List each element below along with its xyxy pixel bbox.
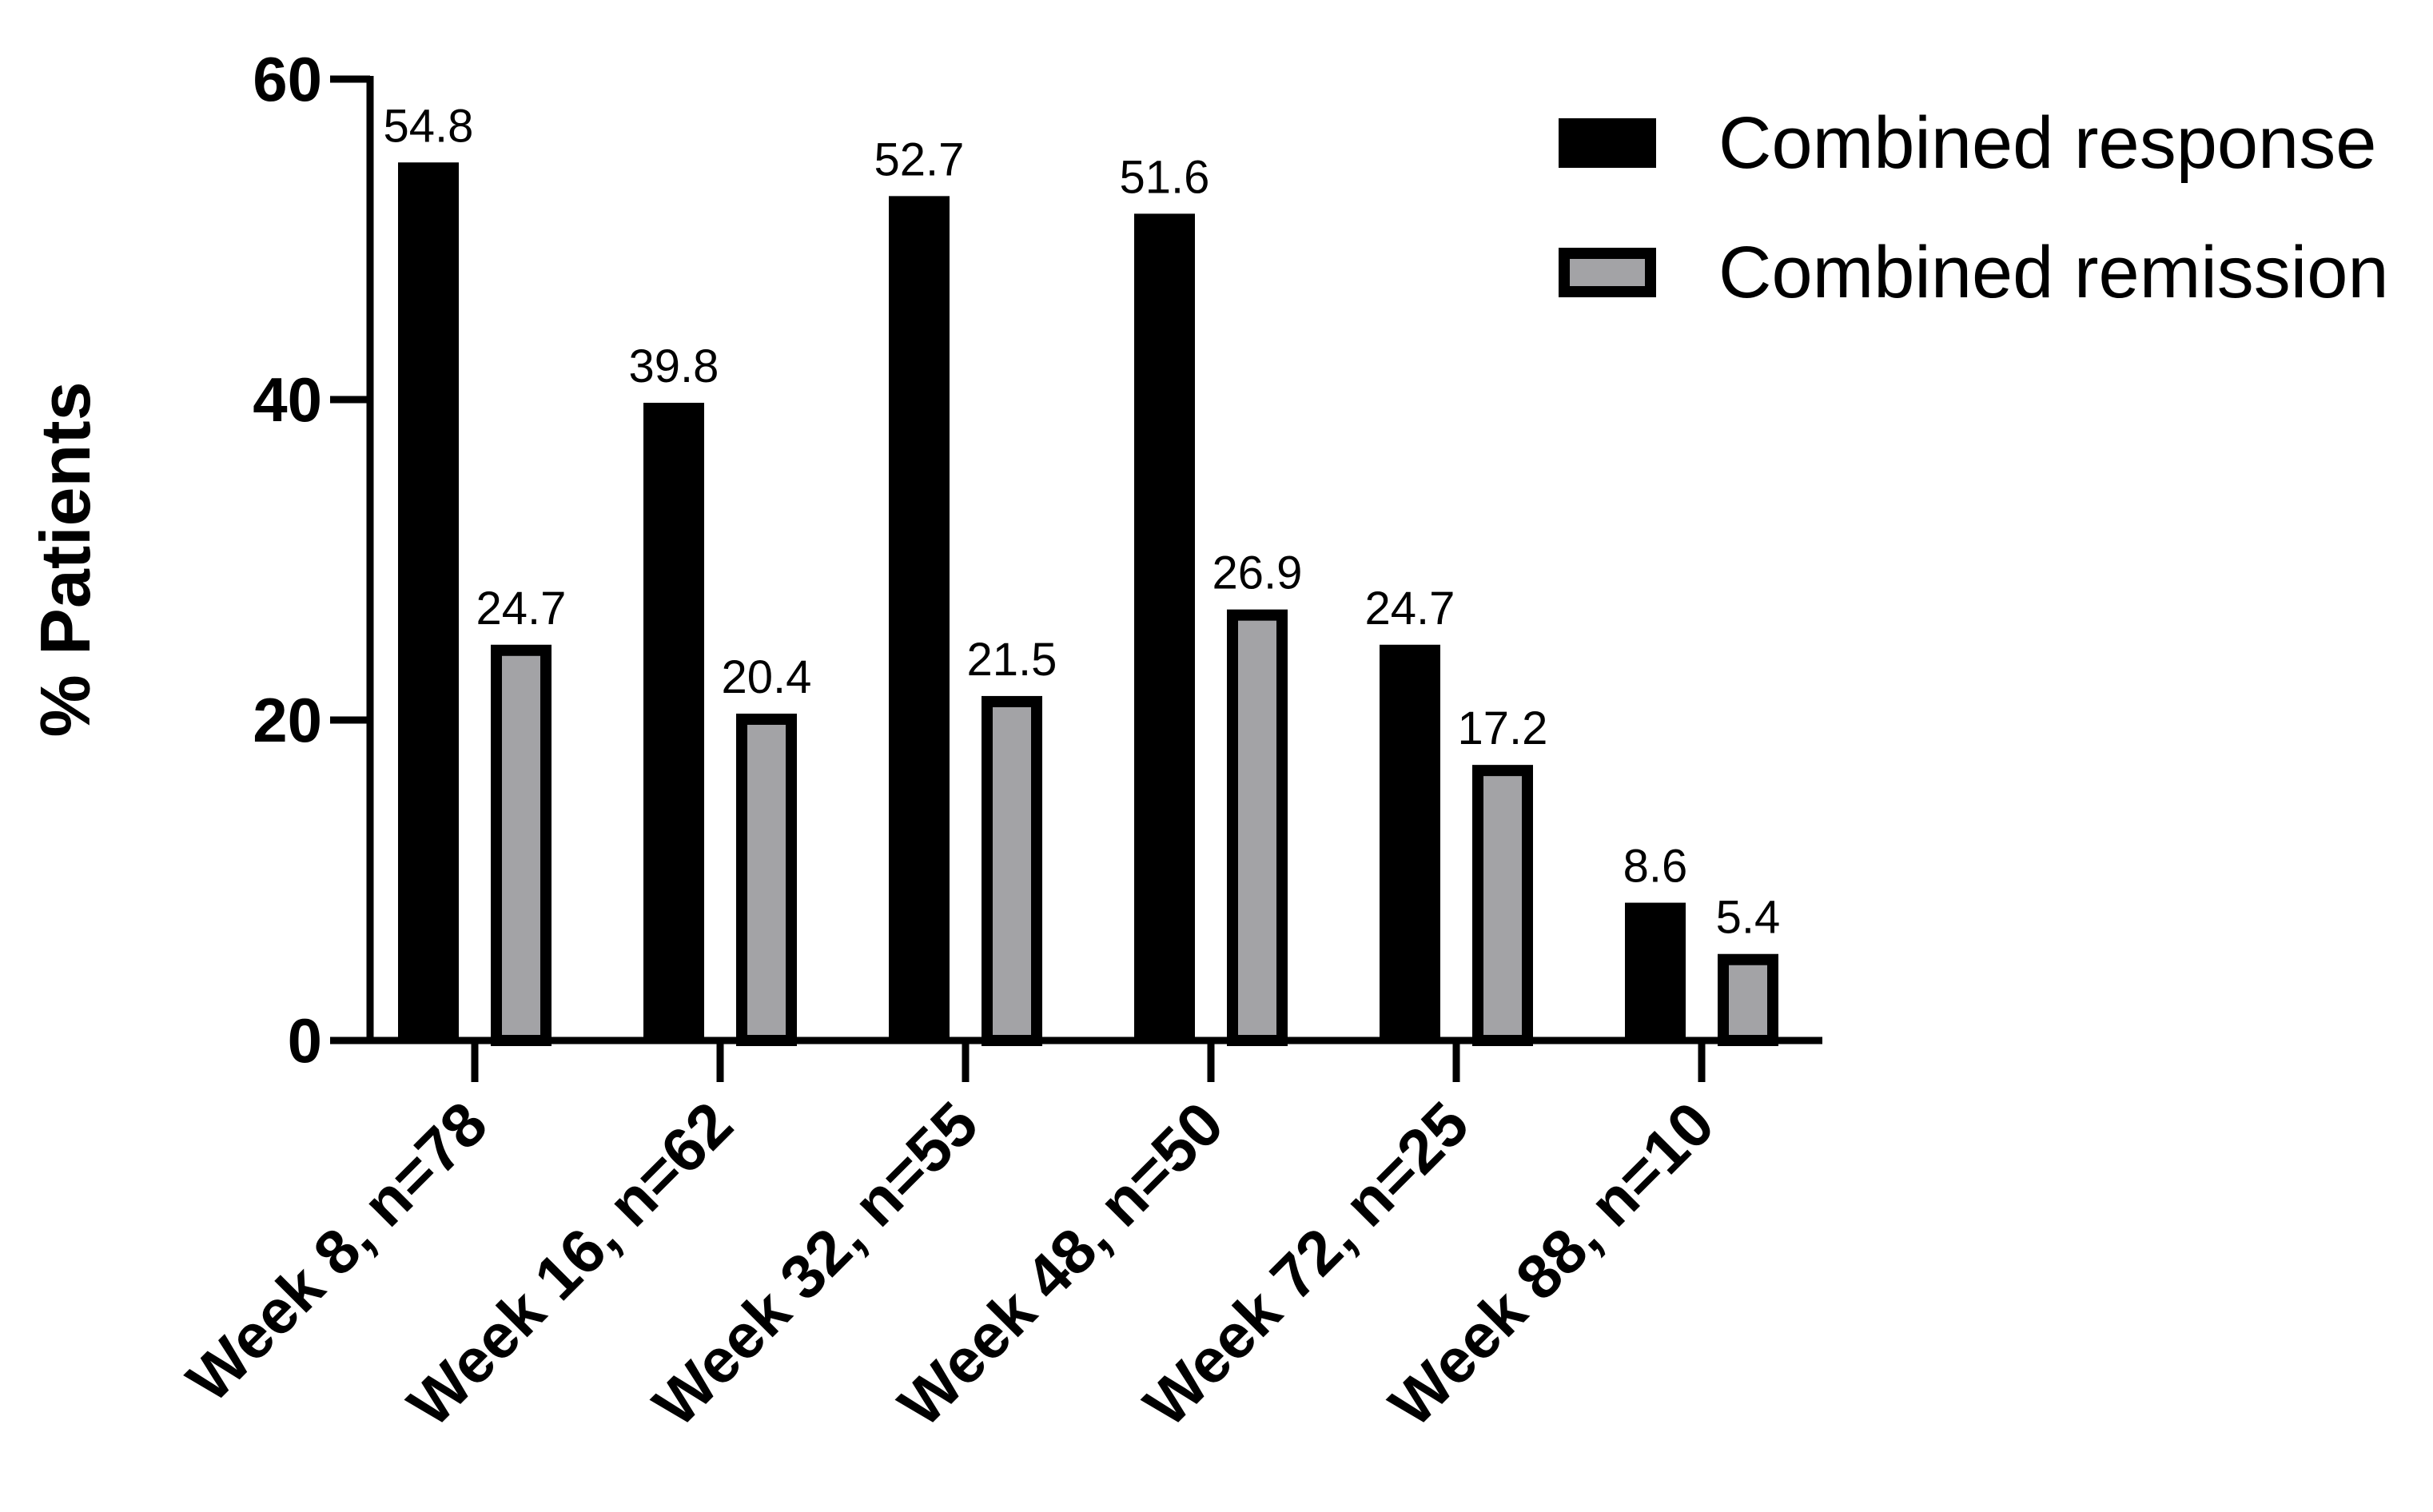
data-label-response-6: 8.6 [1623, 841, 1688, 893]
bar-response-1 [398, 162, 459, 1040]
bar-remission-2 [736, 713, 797, 1046]
data-label-response-2: 39.8 [629, 340, 719, 392]
legend-swatch-remission [1559, 248, 1656, 297]
bar-remission-1 [491, 644, 552, 1046]
bar-remission-5 [1472, 765, 1533, 1046]
bar-response-4 [1134, 213, 1195, 1040]
bar-remission-3 [982, 695, 1042, 1046]
data-label-remission-4: 26.9 [1213, 547, 1303, 599]
data-label-response-4: 51.6 [1120, 151, 1210, 203]
bar-response-2 [643, 403, 704, 1040]
legend-label-remission: Combined remission [1718, 232, 2389, 313]
bar-response-6 [1625, 902, 1686, 1040]
bar-remission-4 [1227, 609, 1288, 1046]
legend-label-response: Combined response [1718, 102, 2376, 184]
axes-layer [330, 75, 1822, 1082]
data-label-response-5: 24.7 [1365, 583, 1455, 635]
y-axis-title-group: % Patients [26, 381, 105, 737]
legend: Combined response Combined remission [1559, 102, 2389, 313]
y-tick-label-0: 0 [288, 1005, 322, 1076]
data-label-remission-5: 17.2 [1458, 702, 1548, 754]
bars-layer [398, 162, 1778, 1046]
data-label-remission-6: 5.4 [1716, 892, 1781, 944]
data-label-response-3: 52.7 [874, 133, 965, 185]
data-label-remission-1: 24.7 [476, 583, 567, 635]
y-axis-title: % Patients [26, 381, 105, 737]
bar-response-5 [1380, 644, 1440, 1040]
y-tick-label-20: 20 [253, 685, 322, 755]
data-label-remission-3: 21.5 [967, 634, 1057, 686]
y-tick-label-60: 60 [253, 44, 322, 114]
bar-response-3 [889, 196, 950, 1041]
data-label-remission-2: 20.4 [722, 651, 812, 703]
bar-remission-6 [1718, 953, 1778, 1046]
y-tick-label-40: 40 [253, 364, 322, 435]
legend-swatch-response [1559, 118, 1656, 168]
data-label-response-1: 54.8 [384, 100, 474, 152]
